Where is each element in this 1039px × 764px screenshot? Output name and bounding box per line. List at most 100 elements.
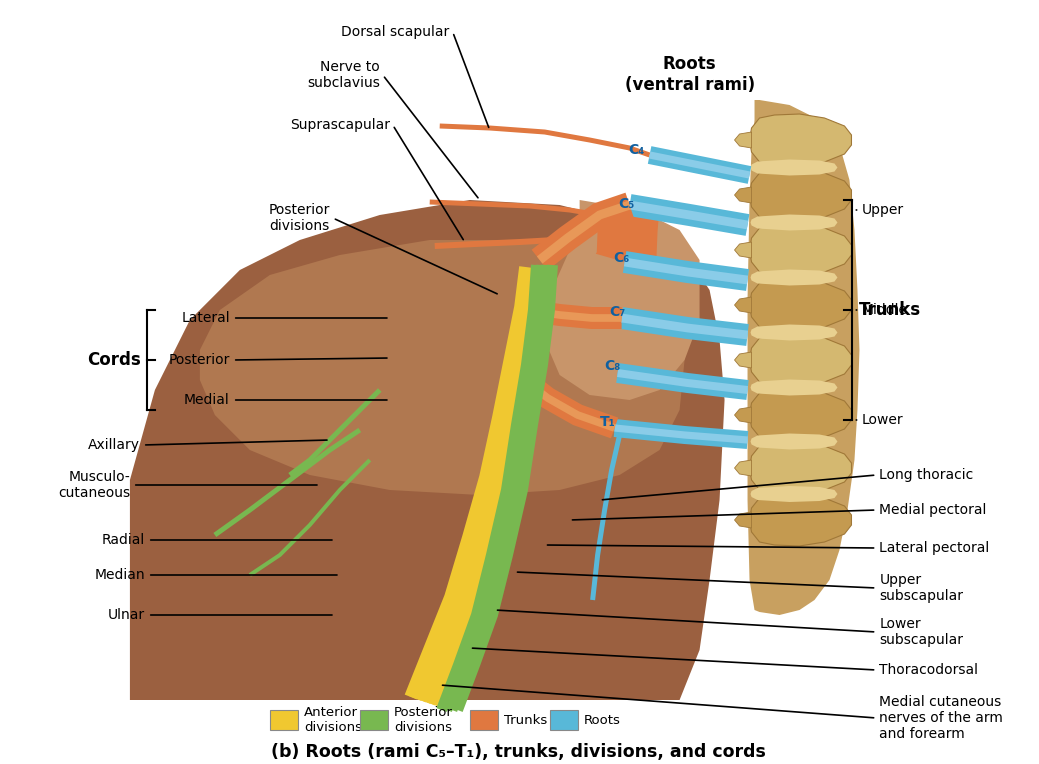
Polygon shape	[648, 146, 751, 184]
Text: Nerve to
subclavius: Nerve to subclavius	[307, 60, 380, 90]
Polygon shape	[617, 369, 748, 394]
Text: Trunks: Trunks	[858, 301, 921, 319]
Polygon shape	[528, 379, 618, 439]
Polygon shape	[614, 425, 748, 444]
Polygon shape	[747, 100, 859, 615]
Polygon shape	[447, 264, 553, 712]
Text: Cords: Cords	[87, 351, 141, 369]
Bar	[550, 710, 578, 730]
Polygon shape	[621, 314, 748, 339]
Polygon shape	[409, 267, 536, 701]
Text: Upper
subscapular: Upper subscapular	[879, 573, 963, 603]
Polygon shape	[750, 380, 837, 396]
Polygon shape	[649, 151, 750, 179]
Text: Lateral: Lateral	[181, 311, 230, 325]
Polygon shape	[749, 169, 852, 221]
Polygon shape	[544, 200, 699, 400]
Polygon shape	[749, 224, 852, 276]
Polygon shape	[735, 187, 751, 203]
Polygon shape	[749, 114, 852, 166]
Text: C₄: C₄	[629, 143, 644, 157]
Polygon shape	[419, 270, 545, 704]
Polygon shape	[735, 132, 751, 148]
Polygon shape	[624, 257, 748, 284]
Polygon shape	[537, 201, 631, 264]
Polygon shape	[405, 266, 532, 699]
Text: C₅: C₅	[618, 197, 635, 211]
Polygon shape	[248, 458, 371, 577]
Polygon shape	[427, 274, 555, 707]
Polygon shape	[750, 215, 837, 231]
Text: Medial pectoral: Medial pectoral	[879, 503, 987, 517]
Text: Anterior
divisions: Anterior divisions	[303, 706, 362, 734]
Text: Thoracodorsal: Thoracodorsal	[879, 663, 979, 677]
Polygon shape	[750, 325, 837, 341]
Text: Posterior
divisions: Posterior divisions	[268, 203, 329, 233]
Polygon shape	[750, 160, 837, 176]
Text: Lateral pectoral: Lateral pectoral	[879, 541, 990, 555]
Polygon shape	[750, 433, 837, 449]
Polygon shape	[620, 307, 749, 346]
Text: Medial: Medial	[184, 393, 230, 407]
Text: Ulnar: Ulnar	[108, 608, 144, 622]
Polygon shape	[735, 460, 751, 476]
Polygon shape	[590, 435, 622, 601]
Polygon shape	[442, 264, 548, 712]
Polygon shape	[749, 334, 852, 386]
Text: Dorsal scapular: Dorsal scapular	[342, 25, 450, 39]
Text: Roots: Roots	[584, 714, 620, 727]
Bar	[270, 710, 298, 730]
Polygon shape	[288, 388, 381, 477]
Text: (b) Roots (rami C₅–T₁), trunks, divisions, and cords: (b) Roots (rami C₅–T₁), trunks, division…	[271, 743, 766, 761]
Text: Axillary: Axillary	[88, 438, 140, 452]
Polygon shape	[532, 193, 634, 270]
Text: Trunks: Trunks	[504, 714, 547, 727]
Text: Medial cutaneous
nerves of the arm
and forearm: Medial cutaneous nerves of the arm and f…	[879, 694, 1004, 741]
Polygon shape	[750, 270, 837, 286]
Polygon shape	[735, 297, 751, 313]
Polygon shape	[735, 242, 751, 258]
Polygon shape	[439, 124, 650, 157]
Text: C₇: C₇	[609, 305, 625, 319]
Text: Posterior
divisions: Posterior divisions	[394, 706, 453, 734]
Polygon shape	[628, 194, 749, 236]
Polygon shape	[749, 389, 852, 441]
Polygon shape	[616, 363, 749, 400]
Text: C₆: C₆	[613, 251, 630, 265]
Polygon shape	[423, 272, 550, 705]
Polygon shape	[750, 486, 837, 502]
Polygon shape	[614, 419, 748, 449]
Text: Posterior: Posterior	[168, 353, 230, 367]
Polygon shape	[749, 442, 852, 494]
Text: Median: Median	[95, 568, 144, 582]
Polygon shape	[130, 200, 724, 700]
Text: Radial: Radial	[102, 533, 144, 547]
Text: Lower
subscapular: Lower subscapular	[879, 617, 963, 647]
Text: Musculo-
cutaneous: Musculo- cutaneous	[58, 470, 130, 500]
Polygon shape	[629, 201, 748, 229]
Polygon shape	[414, 269, 541, 702]
Polygon shape	[749, 494, 852, 546]
Polygon shape	[434, 235, 580, 249]
Polygon shape	[539, 308, 621, 322]
Polygon shape	[199, 240, 685, 495]
Polygon shape	[749, 279, 852, 331]
Polygon shape	[436, 264, 542, 712]
Polygon shape	[213, 428, 362, 537]
Polygon shape	[532, 385, 616, 432]
Polygon shape	[430, 199, 601, 218]
Polygon shape	[452, 264, 558, 712]
Text: Roots
(ventral rami): Roots (ventral rami)	[624, 55, 754, 94]
Text: Long thoracic: Long thoracic	[879, 468, 974, 482]
Polygon shape	[735, 352, 751, 368]
Bar	[359, 710, 388, 730]
Polygon shape	[595, 202, 660, 270]
Text: C₈: C₈	[605, 359, 620, 373]
Polygon shape	[735, 512, 751, 528]
Text: Suprascapular: Suprascapular	[290, 118, 390, 132]
Polygon shape	[538, 301, 621, 329]
Polygon shape	[735, 407, 751, 423]
Bar	[470, 710, 498, 730]
Text: Lower: Lower	[861, 413, 903, 427]
Polygon shape	[623, 251, 749, 291]
